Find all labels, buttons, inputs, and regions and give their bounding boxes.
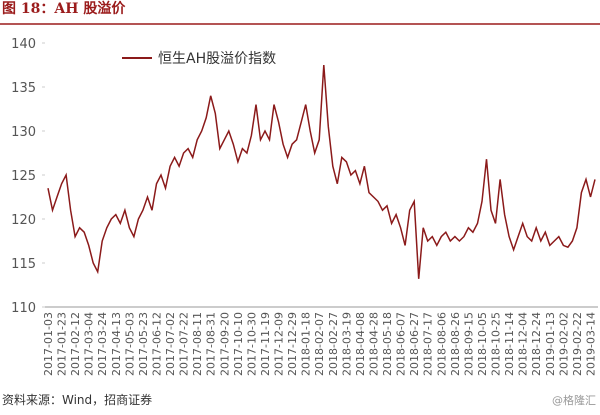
y-tick-label: 115 [11, 257, 36, 272]
x-tick-label: 2019-02-02 [557, 312, 570, 376]
x-tick-label: 2018-02-07 [313, 312, 326, 376]
x-tick-label: 2017-12-09 [273, 312, 286, 376]
watermark: @格隆汇 [552, 393, 596, 407]
x-tick-label: 2017-01-23 [56, 312, 69, 376]
x-tick-label: 2018-02-27 [327, 312, 340, 376]
x-tick-label: 2017-07-02 [164, 312, 177, 376]
x-tick-label: 2017-07-22 [178, 312, 191, 376]
x-tick-label: 2017-09-20 [218, 312, 231, 376]
x-tick-label: 2018-07-17 [422, 312, 435, 376]
y-tick-label: 120 [11, 213, 36, 228]
source: 资料来源：Wind，招商证券 [2, 392, 152, 407]
x-tick-label: 2018-12-04 [517, 312, 530, 376]
x-tick-label: 2018-06-27 [408, 312, 421, 376]
x-tick-label: 2018-08-26 [449, 312, 462, 376]
legend-label: 恒生AH股溢价指数 [158, 51, 276, 67]
y-tick-label: 130 [11, 125, 36, 140]
x-tick-label: 2017-01-03 [42, 312, 55, 376]
x-tick-label: 2019-03-14 [584, 312, 597, 376]
x-tick-label: 2018-11-14 [503, 312, 516, 376]
y-tick-label: 110 [11, 301, 36, 316]
x-tick-label: 2017-08-11 [191, 312, 204, 376]
line [47, 64, 596, 279]
x-tick-label: 2018-01-18 [300, 312, 313, 376]
y-tick-label: 140 [11, 37, 36, 52]
y-tick-label: 135 [11, 81, 36, 96]
chart-title: 图 18：AH 股溢价 [2, 0, 126, 17]
x-tick-label: 2018-04-28 [367, 312, 380, 376]
x-tick-label: 2018-08-06 [435, 312, 448, 376]
x-tick-label: 2018-06-07 [395, 312, 408, 376]
x-tick-label: 2017-05-23 [137, 312, 150, 376]
x-tick-label: 2019-02-22 [571, 312, 584, 376]
x-tick-label: 2017-02-12 [69, 312, 82, 376]
y-tick-label: 125 [11, 169, 36, 184]
x-tick-label: 2018-04-08 [354, 312, 367, 376]
x-tick-label: 2017-10-10 [232, 312, 245, 376]
x-tick-label: 2017-05-03 [123, 312, 136, 376]
x-tick-label: 2018-09-15 [462, 312, 475, 376]
x-tick-label: 2017-03-24 [96, 312, 109, 376]
x-tick-label: 2017-11-19 [259, 312, 272, 376]
x-tick-label: 2017-12-29 [286, 312, 299, 376]
x-tick-label: 2018-10-05 [476, 312, 489, 376]
x-tick-label: 2017-06-12 [150, 312, 163, 376]
x-tick-label: 2017-04-13 [110, 312, 123, 376]
x-tick-label: 2018-05-18 [381, 312, 394, 376]
x-tick-label: 2017-03-04 [83, 312, 96, 376]
x-tick-label: 2017-08-31 [205, 312, 218, 376]
x-tick-label: 2018-10-25 [490, 312, 503, 376]
x-tick-label: 2017-10-30 [245, 312, 258, 376]
x-tick-label: 2018-03-19 [340, 312, 353, 376]
x-tick-label: 2018-12-24 [530, 312, 543, 376]
x-tick-label: 2019-01-13 [544, 312, 557, 376]
